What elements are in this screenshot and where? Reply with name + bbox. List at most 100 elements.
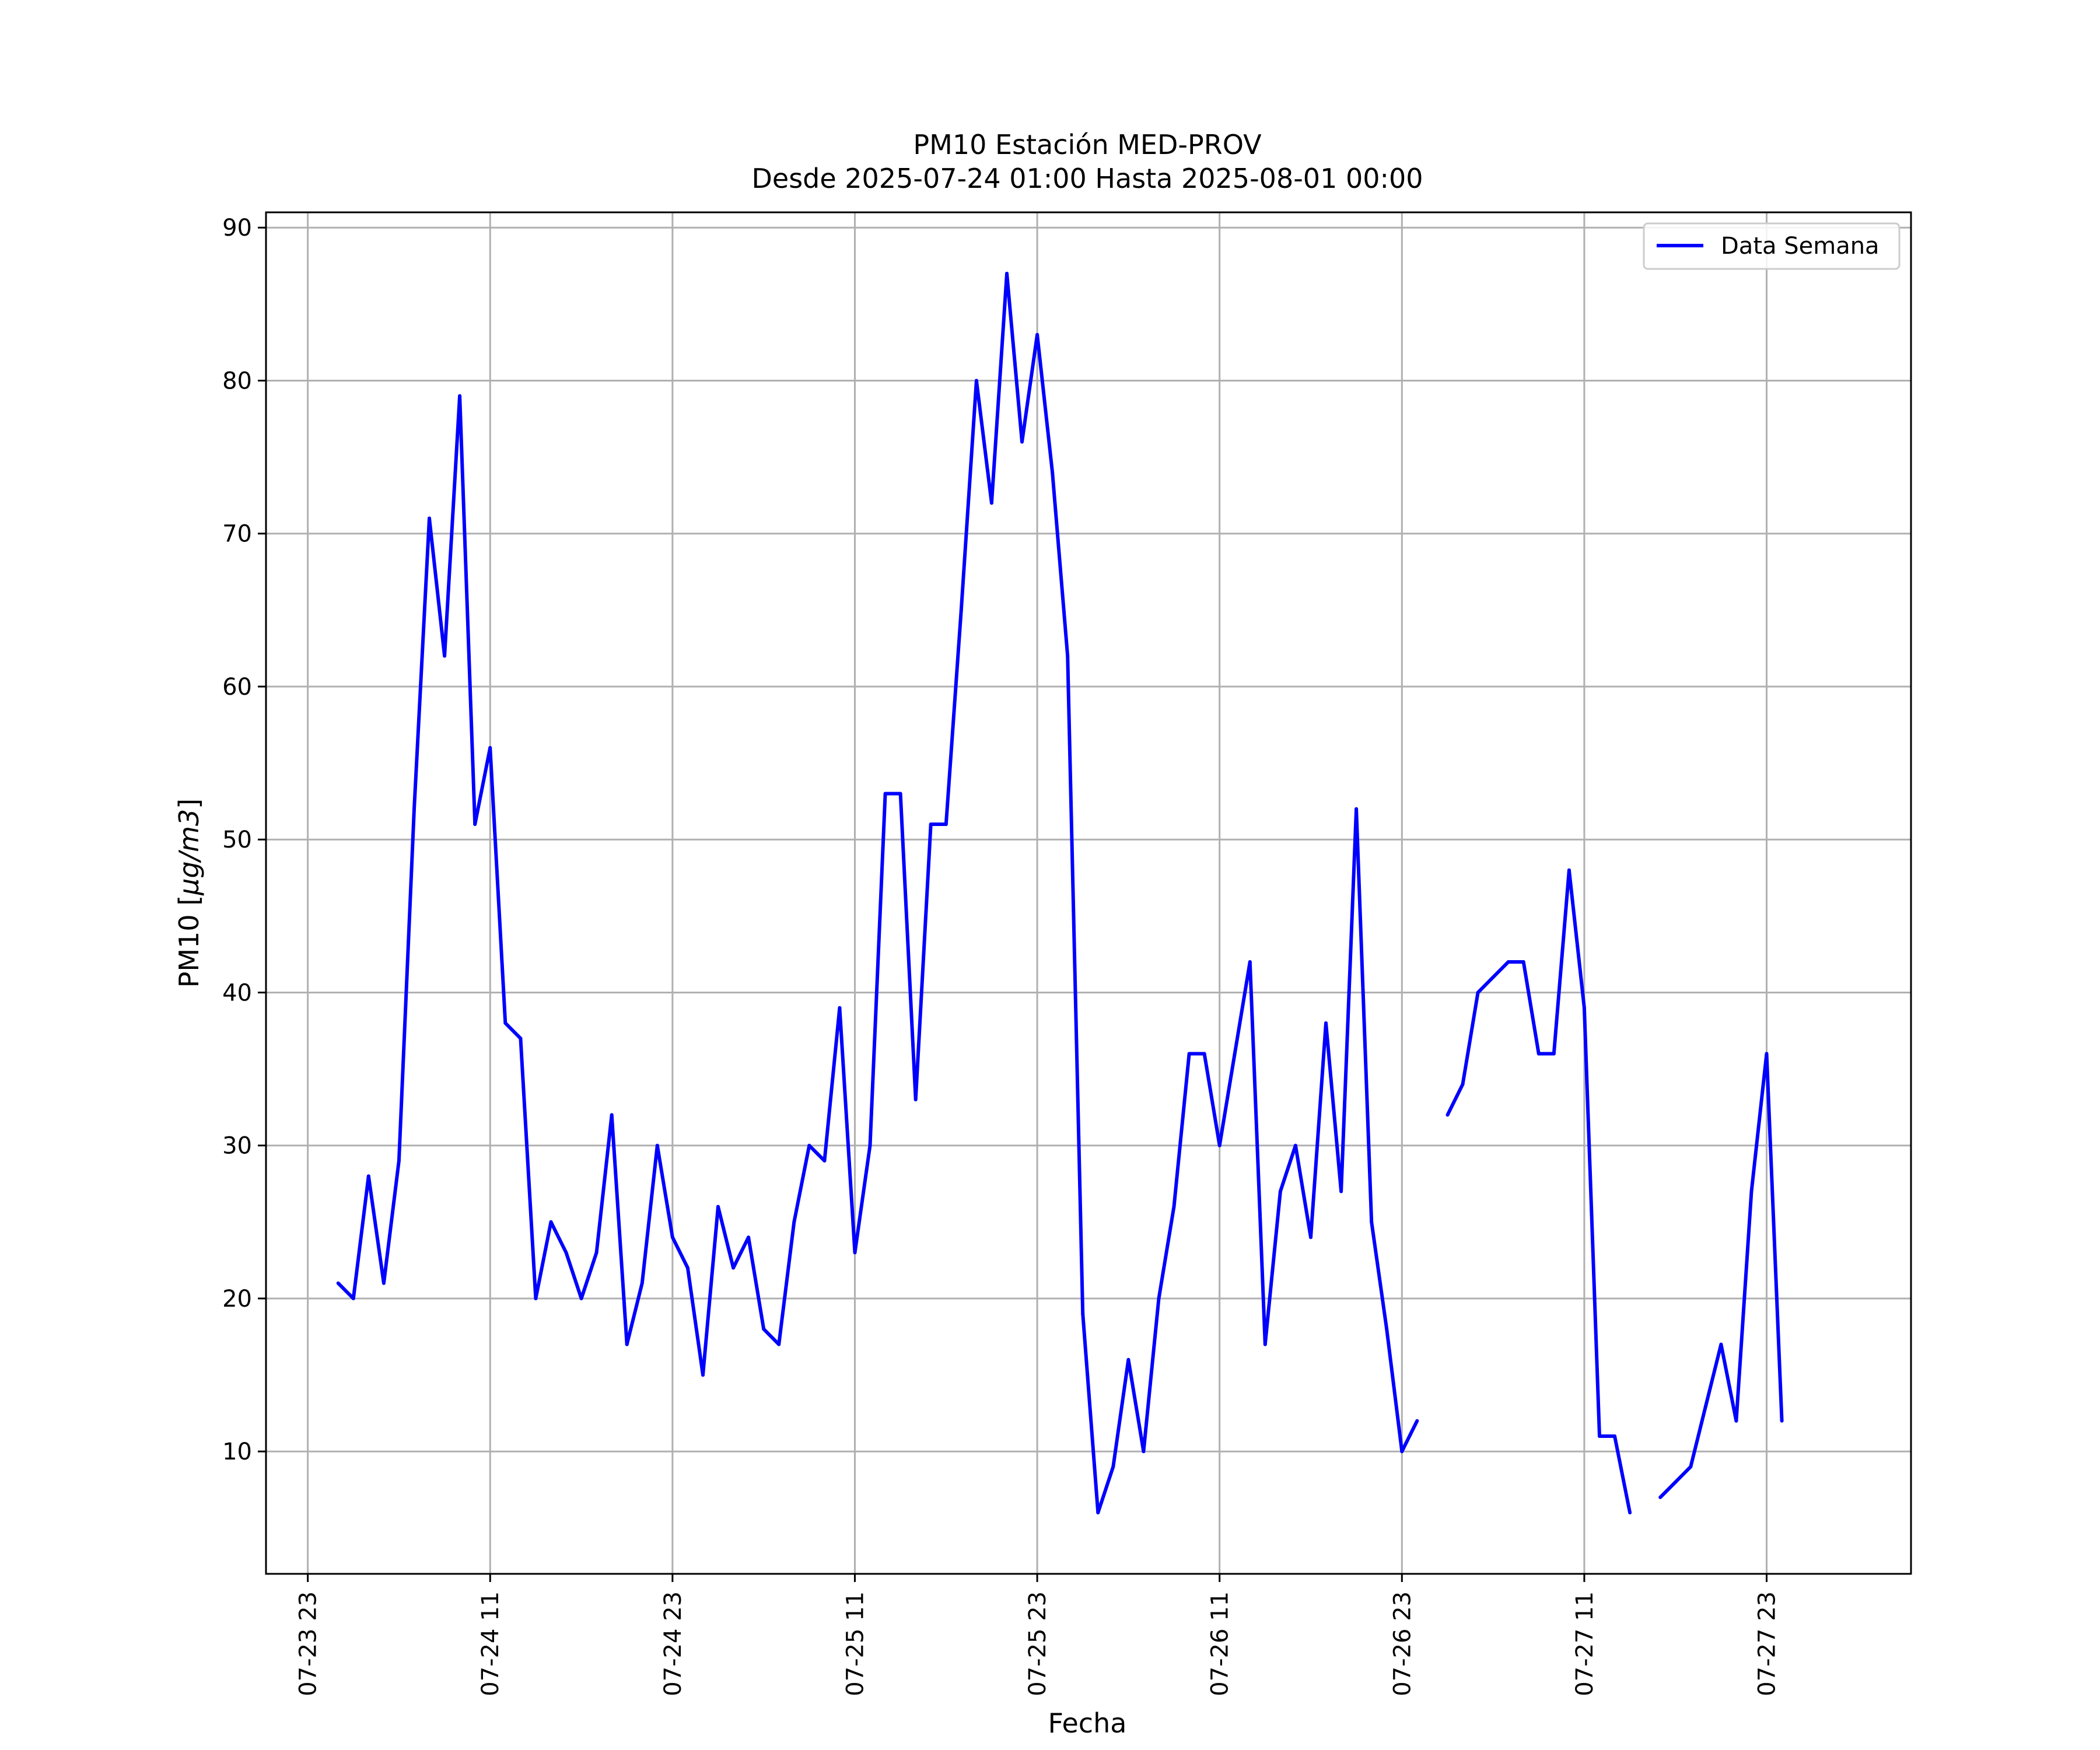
- y-tick-label: 10: [222, 1438, 252, 1465]
- data-point: [762, 1327, 766, 1331]
- data-point: [1339, 1189, 1343, 1194]
- series-line-segment: [337, 271, 1419, 1515]
- data-point: [1142, 1450, 1146, 1454]
- y-tick-label: 20: [222, 1286, 252, 1312]
- y-tick-label: 40: [222, 979, 252, 1006]
- data-point: [989, 501, 993, 505]
- data-point: [1749, 1189, 1754, 1194]
- legend-frame: [1643, 222, 1901, 270]
- y-axis-label-text: PM10 [: [173, 895, 205, 988]
- data-point: [443, 654, 447, 658]
- x-tick-label: 07-26 11: [1207, 1591, 1234, 1696]
- data-point: [701, 1373, 705, 1377]
- data-point: [1324, 1021, 1328, 1025]
- data-point: [579, 1297, 583, 1300]
- y-tick-label: 50: [222, 827, 252, 853]
- data-point: [1111, 1465, 1115, 1469]
- data-point: [1552, 1052, 1556, 1056]
- grid: [266, 212, 1911, 1574]
- x-tick-label: 07-27 23: [1754, 1591, 1781, 1696]
- data-point: [944, 822, 948, 826]
- y-tick-label: 30: [222, 1133, 252, 1160]
- data-point: [1096, 1511, 1100, 1515]
- data-point: [428, 516, 431, 520]
- data-point: [1582, 1006, 1586, 1010]
- data-point: [929, 822, 933, 826]
- data-point: [336, 1281, 340, 1285]
- data-point: [594, 1251, 598, 1255]
- data-point: [458, 394, 462, 398]
- data-point: [1263, 1342, 1267, 1346]
- data-point: [503, 1021, 508, 1025]
- legend-entry-data-semana: Data Semana: [1721, 233, 1880, 260]
- data-point: [1567, 868, 1571, 872]
- data-point: [1293, 1143, 1297, 1147]
- data-point: [473, 822, 477, 826]
- x-tick-label: 07-27 11: [1572, 1591, 1598, 1696]
- y-tick-label: 70: [222, 521, 252, 548]
- data-point: [1400, 1450, 1404, 1454]
- data-point: [382, 1281, 386, 1285]
- data-point: [1521, 960, 1525, 964]
- data-point: [1233, 1052, 1237, 1056]
- data-point: [1734, 1419, 1738, 1423]
- data-point: [1674, 1480, 1678, 1484]
- chart-subtitle: Desde 2025-07-24 01:00 Hasta 2025-08-01 …: [751, 163, 1423, 194]
- data-point: [610, 1113, 614, 1117]
- x-tick-label: 07-24 23: [660, 1591, 687, 1696]
- y-tick-label: 80: [222, 368, 252, 394]
- data-point: [747, 1236, 751, 1240]
- data-point: [1278, 1189, 1282, 1194]
- data-point: [1354, 807, 1359, 811]
- data-point: [1172, 1205, 1176, 1209]
- data-point: [1217, 1143, 1222, 1147]
- data-point: [397, 1158, 401, 1163]
- data-point: [1628, 1511, 1632, 1515]
- data-point: [1126, 1357, 1130, 1362]
- data-point: [1719, 1342, 1723, 1346]
- data-point: [366, 1174, 370, 1178]
- data-point: [685, 1266, 690, 1270]
- data-point: [838, 1006, 842, 1010]
- data-point: [883, 792, 887, 796]
- x-axis-ticks: 07-23 23 07-24 11 07-24 23 07-25 11 07-25 23…: [295, 1574, 1781, 1696]
- data-point: [1689, 1465, 1693, 1469]
- data-point: [777, 1342, 781, 1346]
- y-axis-ticks: 10 20 30 40 50 60 70 80 90: [222, 215, 266, 1465]
- x-tick-label: 07-26 23: [1389, 1591, 1416, 1696]
- data-point: [670, 1236, 674, 1240]
- data-point: [1309, 1236, 1312, 1240]
- data-point: [1051, 470, 1055, 474]
- data-point: [1370, 1220, 1374, 1224]
- data-point: [1187, 1052, 1191, 1056]
- data-point: [549, 1220, 553, 1224]
- data-point: [1157, 1297, 1161, 1300]
- data-point: [792, 1220, 796, 1224]
- x-tick-label: 07-24 11: [477, 1591, 504, 1696]
- y-tick-label: 60: [222, 674, 252, 701]
- data-point: [625, 1342, 629, 1346]
- series-data-semana: [336, 271, 1784, 1515]
- x-tick-label: 07-23 23: [295, 1591, 322, 1696]
- data-point: [822, 1158, 827, 1163]
- data-point: [1446, 1113, 1450, 1117]
- data-point: [519, 1037, 523, 1041]
- data-point: [1081, 1312, 1085, 1316]
- data-point: [1476, 991, 1480, 995]
- data-point: [1658, 1495, 1662, 1499]
- data-point: [732, 1266, 736, 1270]
- data-point: [1202, 1052, 1206, 1056]
- data-point: [640, 1281, 644, 1285]
- data-point: [1613, 1434, 1616, 1438]
- data-point: [1005, 271, 1009, 275]
- plot-area-frame: [265, 211, 1912, 1575]
- x-axis-label: Fecha: [1048, 1707, 1127, 1739]
- y-axis-label-close: ]: [173, 799, 205, 809]
- data-point: [1461, 1082, 1465, 1086]
- data-point: [488, 746, 492, 750]
- data-point: [1598, 1434, 1601, 1438]
- data-point: [1020, 440, 1024, 444]
- data-point: [974, 379, 978, 383]
